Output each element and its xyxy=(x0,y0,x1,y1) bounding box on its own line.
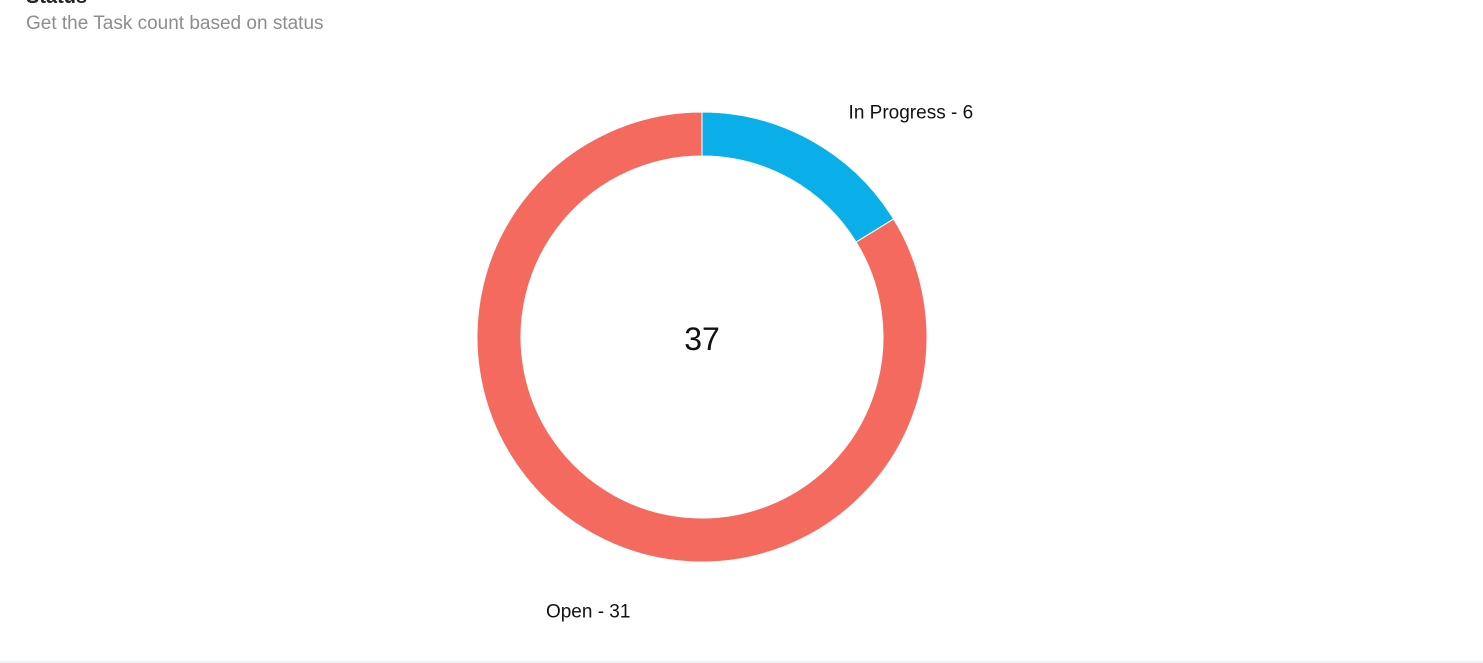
donut-slice-open[interactable] xyxy=(476,111,928,563)
widget-subtitle: Get the Task count based on status xyxy=(26,13,324,34)
slice-label-in-progress: In Progress - 6 xyxy=(849,102,974,123)
donut-slices xyxy=(476,111,928,563)
donut-slice-in-progress[interactable] xyxy=(701,111,895,243)
slice-label-open: Open - 31 xyxy=(546,602,631,623)
widget-title: Status xyxy=(26,0,87,9)
donut-center-total: 37 xyxy=(684,321,720,357)
bottom-divider xyxy=(0,661,1483,663)
slice-labels: In Progress - 6 Open - 31 xyxy=(546,102,973,622)
